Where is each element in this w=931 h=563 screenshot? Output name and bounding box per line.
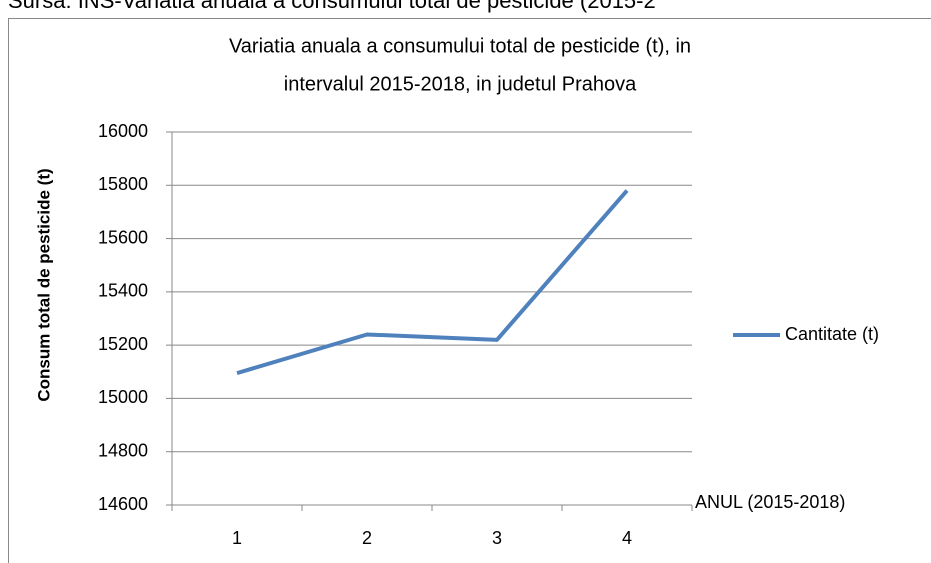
y-axis-title: Consum total de pesticide (t) — [34, 168, 53, 401]
x-tick-label: 3 — [492, 528, 502, 548]
chart-title: intervalul 2015-2018, in judetul Prahova — [284, 73, 637, 95]
x-tick-label: 1 — [232, 528, 242, 548]
y-tick-label: 16000 — [98, 121, 148, 141]
x-tick-label: 2 — [362, 528, 372, 548]
x-axis-title: ANUL (2015-2018) — [695, 492, 845, 512]
y-tick-label: 15800 — [98, 174, 148, 194]
data-line — [236, 189, 629, 376]
y-tick-label: 15600 — [98, 227, 148, 247]
legend-label: Cantitate (t) — [785, 324, 879, 344]
y-tick-label: 15000 — [98, 387, 148, 407]
y-tick-label: 15200 — [98, 334, 148, 354]
y-tick-label: 15400 — [98, 281, 148, 301]
y-tick-label: 14800 — [98, 440, 148, 460]
x-tick-label: 4 — [622, 528, 632, 548]
chart-border — [8, 18, 931, 563]
y-tick-label: 14600 — [98, 494, 148, 514]
caption: Sursa: INS-Variatia anuala a consumului … — [8, 0, 656, 13]
chart-title: Variatia anuala a consumului total de pe… — [229, 35, 691, 57]
